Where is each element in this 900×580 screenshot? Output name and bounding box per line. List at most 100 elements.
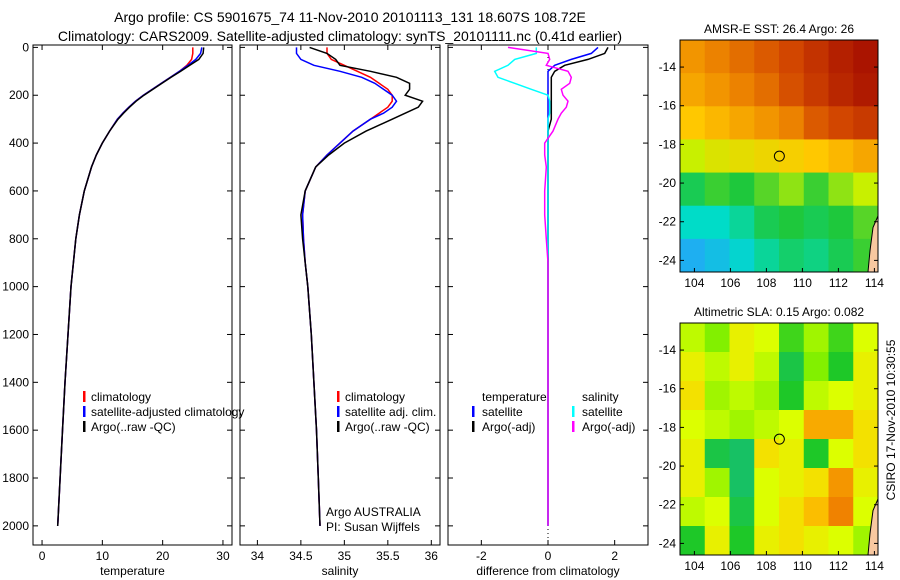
x-tick-label: 114 [865,276,884,290]
legend-entry: climatology [91,390,151,404]
map-cell [779,205,805,240]
x-tick-label: 34.5 [289,549,313,563]
legend-header: temperature [482,390,547,404]
map-cell [803,468,829,498]
x-tick-label: 35.5 [376,549,400,563]
map-cell [729,73,755,107]
map-cell [704,410,730,440]
map-cell [729,106,755,140]
x-tick-label: 106 [720,559,740,573]
map-cell [803,497,829,527]
y-tick-label: 0 [22,40,29,54]
axes-frame [32,44,233,546]
map-cell [704,238,730,273]
map-cell [803,172,829,207]
legend-swatch [337,391,340,402]
y-tick-label: 2000 [2,519,29,533]
map-cell [704,439,730,469]
legend-entry: satellite [582,405,623,419]
annotation-pi: PI: Susan Wijffels [326,520,420,534]
map-cell [754,381,780,411]
y-tick-label: -18 [659,420,677,434]
map-cell [680,205,706,240]
map-cell [779,172,805,207]
map-cell [754,526,780,556]
map-cell [729,172,755,207]
map-cell [704,352,730,382]
y-tick-label: -20 [659,459,677,473]
map-cell [779,73,805,107]
map-cell [779,497,805,527]
map-cell [853,352,879,382]
map-cell [828,323,854,353]
map-cell [828,352,854,382]
map-cell [779,439,805,469]
map-cell [754,352,780,382]
title-line-1: Argo profile: CS 5901675_74 11-Nov-2010 … [114,9,586,25]
map-cell [853,73,879,107]
x-tick-label: 104 [684,559,704,573]
y-tick-label: 1800 [2,471,29,485]
map-cell [680,468,706,498]
legend-swatch [337,421,340,432]
map-cell [704,106,730,140]
map-cell [853,381,879,411]
series-line-temperature-argo-adj- [547,47,609,526]
map-cell [704,40,730,74]
map-cell [680,381,706,411]
map-cell [853,468,879,498]
argo-location-marker [773,150,785,162]
map-cell [828,468,854,498]
map-cell [779,238,805,273]
x-tick-label: 106 [720,276,740,290]
map-cell [680,139,706,174]
x-axis-label: temperature [100,564,165,578]
legend-swatch [83,391,86,402]
x-tick-label: 36 [425,549,439,563]
map-cell [803,352,829,382]
map-cell [704,381,730,411]
map-cell [853,139,879,174]
legend-swatch [572,421,575,432]
y-tick-label: 200 [9,88,29,102]
y-tick-label: -16 [659,382,677,396]
map-cell [704,468,730,498]
y-tick-label: -22 [659,498,677,512]
map-cell [729,139,755,174]
map-cell [680,439,706,469]
x-tick-label: 112 [829,559,848,573]
map-cell [729,40,755,74]
map-cell [828,497,854,527]
map-cell [828,526,854,556]
series-line-argo-raw-qc- [300,46,424,526]
map-cell [828,410,854,440]
map-cell [729,497,755,527]
map-cell [779,139,805,174]
y-tick-label: -16 [659,99,677,113]
map-cell [704,139,730,174]
map-cell [754,439,780,469]
map-cell [803,526,829,556]
y-tick-label: -20 [659,176,677,190]
map-cell [828,73,854,107]
x-tick-label: 104 [684,276,704,290]
map-cell [754,238,780,273]
series-line-salinity-satellite [493,47,551,526]
legend-entry: Argo(-adj) [482,420,535,434]
map-frame [679,322,879,556]
annotation-argo-australia: Argo AUSTRALIA [326,505,421,519]
map-cell [803,106,829,140]
series-line-temperature-satellite [547,46,599,526]
map-cell [828,172,854,207]
series-line-satellite-adjusted-climatology [56,47,203,526]
map-cell [803,205,829,240]
map-cell [680,172,706,207]
map-cell [729,323,755,353]
map-cell [729,410,755,440]
map-cell [680,323,706,353]
axes-frame [239,44,441,546]
map-cell [729,526,755,556]
x-tick-label: 35 [338,549,352,563]
